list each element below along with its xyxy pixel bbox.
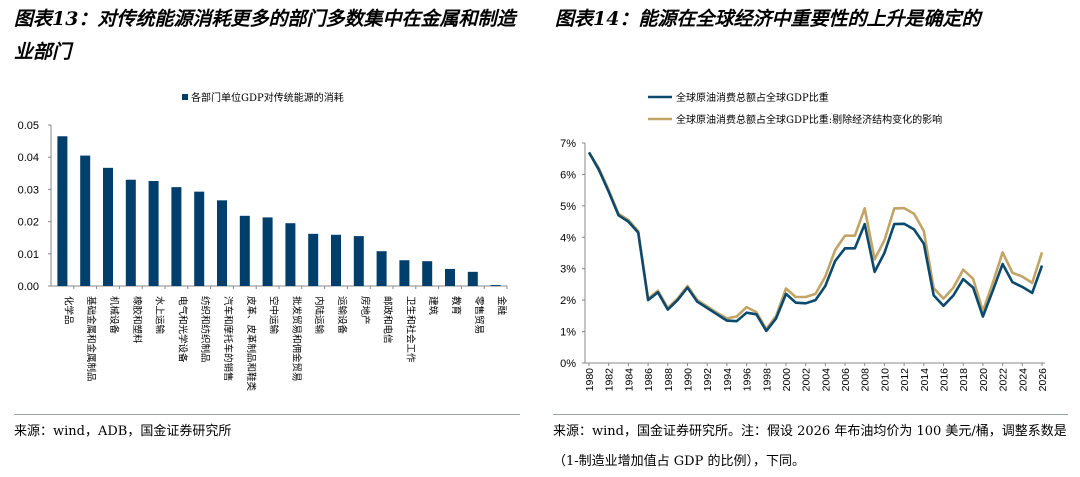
bar-category-label: 化学品 bbox=[62, 296, 74, 325]
bar bbox=[445, 268, 455, 286]
bar bbox=[171, 187, 182, 286]
bar bbox=[103, 167, 113, 286]
bar-y-tick-label: 0.00 bbox=[18, 281, 39, 293]
bar bbox=[262, 217, 273, 286]
bar bbox=[490, 285, 501, 286]
line-x-tick-label: 2008 bbox=[860, 368, 872, 392]
line-x-tick-label: 2016 bbox=[939, 368, 951, 392]
bar-category-label: 邮政和电信 bbox=[382, 296, 394, 344]
bar-category-label: 金融 bbox=[496, 296, 508, 316]
line-y-tick-label: 1% bbox=[560, 327, 576, 339]
left-source: 来源：wind，ADB，国金证券研究所 bbox=[14, 424, 232, 439]
line-x-tick-label: 1986 bbox=[643, 368, 655, 392]
line-x-tick-label: 1990 bbox=[682, 368, 694, 392]
left-chart-title: 图表13：对传统能源消耗更多的部门多数集中在金属和制造业部门 bbox=[14, 8, 516, 63]
left-divider bbox=[14, 414, 520, 415]
bar-legend-swatch bbox=[182, 94, 188, 100]
line-y-tick-label: 3% bbox=[560, 264, 576, 276]
bar-category-label: 零售贸易 bbox=[473, 296, 485, 334]
bar bbox=[239, 215, 250, 286]
right-divider bbox=[553, 414, 1068, 415]
line-y-tick-label: 0% bbox=[560, 358, 576, 370]
line-legend-label: 全球原油消费总额占全球GDP比重 bbox=[676, 91, 829, 104]
line-x-tick-label: 1992 bbox=[702, 368, 714, 392]
bar-category-label: 批发贸易和佣金贸易 bbox=[290, 296, 302, 382]
bar-category-label: 电气和光学设备 bbox=[176, 296, 188, 363]
bar bbox=[125, 179, 136, 286]
line-x-tick-label: 2012 bbox=[899, 368, 911, 392]
bar bbox=[353, 236, 364, 286]
line-x-tick-label: 1988 bbox=[663, 368, 675, 392]
line-x-tick-label: 2026 bbox=[1037, 368, 1049, 392]
bar-legend-label: 各部门单位GDP对传统能源的消耗 bbox=[191, 91, 344, 104]
bar bbox=[57, 136, 68, 286]
line-x-tick-label: 2024 bbox=[1017, 368, 1029, 392]
line-y-tick-label: 6% bbox=[560, 169, 576, 181]
line-x-tick-label: 1996 bbox=[742, 368, 754, 392]
bar bbox=[467, 271, 478, 286]
bar-category-label: 汽车和摩托车的销售 bbox=[222, 296, 234, 382]
line-series bbox=[587, 151, 1044, 331]
bar-category-label: 运输设备 bbox=[336, 296, 348, 335]
bar bbox=[217, 200, 227, 286]
bar-category-label: 空中运输 bbox=[268, 296, 280, 335]
bar-category-label: 水上运输 bbox=[154, 296, 166, 335]
bar bbox=[285, 223, 296, 286]
line-x-tick-label: 1998 bbox=[761, 368, 773, 392]
bar-category-label: 机械设备 bbox=[108, 296, 120, 335]
bar-y-tick-label: 0.01 bbox=[18, 249, 39, 261]
bar-category-label: 皮革、皮革制品和鞋类 bbox=[245, 296, 257, 392]
bar bbox=[194, 191, 205, 286]
line-x-tick-label: 2010 bbox=[879, 368, 891, 392]
line-y-tick-label: 5% bbox=[560, 201, 576, 213]
line-x-tick-label: 1982 bbox=[604, 368, 616, 392]
bar-category-label: 教育 bbox=[450, 296, 462, 315]
bar-category-label: 内陆运输 bbox=[313, 296, 325, 335]
bar-y-tick-label: 0.05 bbox=[18, 120, 39, 132]
right-source: 来源：wind，国金证券研究所。注：假设 2026 年布油均价为 100 美元/… bbox=[553, 424, 1067, 469]
right-chart-title: 图表14：能源在全球经济中重要性的上升是确定的 bbox=[555, 8, 981, 30]
line-legend-label: 全球原油消费总额占全球GDP比重:剔除经济结构变化的影响 bbox=[676, 113, 942, 126]
bar-y-tick-label: 0.04 bbox=[18, 152, 39, 164]
bar-y-tick-label: 0.03 bbox=[18, 184, 39, 196]
bar bbox=[148, 181, 159, 286]
line-y-tick-label: 2% bbox=[560, 295, 576, 307]
line-x-tick-label: 1980 bbox=[584, 368, 596, 392]
bar-category-label: 基础金属和金属制品 bbox=[85, 296, 97, 382]
line-x-tick-label: 2022 bbox=[998, 368, 1010, 392]
bar-category-label: 纺织和纺织制品 bbox=[199, 296, 211, 363]
bar bbox=[80, 155, 91, 286]
line-y-tick-label: 7% bbox=[560, 138, 576, 150]
bar bbox=[376, 251, 387, 286]
bar-category-label: 橡胶和塑料 bbox=[131, 296, 143, 344]
line-x-tick-label: 2018 bbox=[958, 368, 970, 392]
bar bbox=[331, 234, 341, 286]
bar-category-label: 卫生和社会工作 bbox=[404, 296, 416, 363]
line-x-tick-label: 2014 bbox=[919, 368, 931, 392]
line-x-tick-label: 2002 bbox=[801, 368, 813, 392]
bar bbox=[422, 261, 433, 286]
bar bbox=[399, 260, 410, 286]
bar-category-label: 房地产 bbox=[359, 296, 371, 325]
line-x-tick-label: 2004 bbox=[820, 368, 832, 392]
line-x-tick-label: 1994 bbox=[722, 368, 734, 392]
line-x-tick-label: 2006 bbox=[840, 368, 852, 392]
line-x-tick-label: 2000 bbox=[781, 368, 793, 392]
line-x-tick-label: 2020 bbox=[978, 368, 990, 392]
bar-category-label: 建筑 bbox=[427, 296, 439, 316]
bar bbox=[308, 233, 319, 286]
line-x-tick-label: 1984 bbox=[623, 368, 635, 392]
line-y-tick-label: 4% bbox=[560, 232, 576, 244]
bar-y-tick-label: 0.02 bbox=[18, 217, 39, 229]
line-series bbox=[587, 151, 1044, 333]
